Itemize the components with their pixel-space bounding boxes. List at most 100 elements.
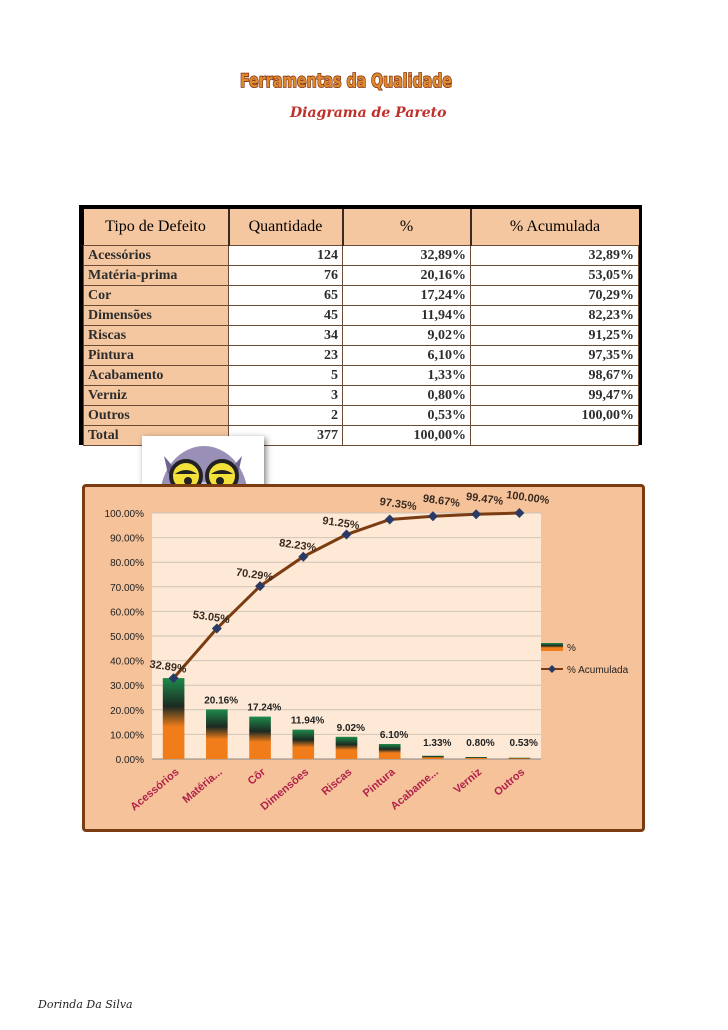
cumulative-marker [298,551,309,562]
col-header-quantidade: Quantidade [228,209,344,246]
bar-data-label: 20.16% [204,695,238,706]
bar [508,757,531,759]
cell-quantidade: 45 [228,305,343,326]
bar [249,716,271,759]
legend-marker-line [548,665,556,673]
cell-tipo: Dimensões [83,305,229,326]
bar [465,757,487,759]
cumulative-marker [514,508,525,518]
col-header-acumulada: % Acumulada [470,209,639,246]
cumulative-marker [211,623,222,634]
bar-data-label: 0.80% [466,738,494,749]
bar [292,729,315,759]
table-row: Outros 2 0,53% 100,00% [83,405,639,426]
cell-acumulada: 53,05% [470,265,639,286]
cell-tipo: Cor [83,285,229,306]
table-row: Acabamento 5 1,33% 98,67% [83,365,639,386]
x-category-label: Outros [492,766,527,798]
y-tick-label: 80.00% [110,558,144,569]
col-header-percent: % [342,209,472,246]
bar [162,678,185,759]
cell-percent: 100,00% [342,425,471,446]
x-category-label: Acabame... [389,766,441,813]
table-row: Riscas 34 9,02% 91,25% [83,325,639,346]
cumulative-data-label: 97.35% [379,496,418,513]
bar [378,743,401,759]
cell-tipo: Verniz [83,385,229,406]
cell-percent: 32,89% [342,245,471,266]
cumulative-data-label: 53.05% [192,609,231,626]
table-row: Dimensões 45 11,94% 82,23% [83,305,639,326]
cell-acumulada: 91,25% [470,325,639,346]
cumulative-data-label: 100.00% [505,489,550,507]
y-tick-label: 60.00% [110,607,144,618]
cumulative-data-label: 70.29% [235,567,274,584]
cell-tipo: Matéria-prima [83,265,229,286]
cell-acumulada: 32,89% [470,245,639,266]
wordart-title-text: Ferramentas da Qualidade [240,70,452,92]
x-category-label: Côr [246,766,269,788]
cell-quantidade: 124 [228,245,343,266]
col-header-tipo: Tipo de Defeito [83,209,230,246]
x-category-label: Acessórios [128,766,181,813]
y-tick-label: 70.00% [110,583,144,594]
cumulative-data-label: 99.47% [465,491,504,508]
bar-data-label: 9.02% [337,723,365,734]
y-tick-label: 90.00% [110,534,144,545]
cell-quantidade: 2 [228,405,343,426]
x-category-label: Matéria... [181,766,225,806]
cell-quantidade: 76 [228,265,343,286]
cumulative-data-label: 32.89% [149,659,188,676]
cell-percent: 9,02% [342,325,471,346]
y-tick-label: 0.00% [116,755,144,766]
cumulative-data-label: 91.25% [322,515,361,532]
bar [422,755,444,759]
table-row: Pintura 23 6,10% 97,35% [83,345,639,366]
table-row: Matéria-prima 76 20,16% 53,05% [83,265,639,286]
cumulative-marker [384,514,395,525]
bar-data-label: 1.33% [423,738,451,749]
cell-acumulada: 82,23% [470,305,639,326]
cell-percent: 20,16% [342,265,471,286]
cell-acumulada: 100,00% [470,405,639,426]
y-tick-label: 30.00% [110,681,144,692]
y-tick-label: 100.00% [105,509,145,520]
cell-quantidade: 23 [228,345,343,366]
cell-tipo: Acabamento [83,365,229,386]
x-category-label: Riscas [320,766,355,798]
cell-acumulada: 99,47% [470,385,639,406]
legend-label-bar: % [567,643,576,654]
cell-percent: 0,80% [342,385,471,406]
cumulative-marker [471,509,482,520]
cell-tipo: Acessórios [83,245,229,266]
author-name: Dorinda Da Silva [38,998,133,1011]
legend-swatch-bar [541,643,563,651]
data-table: Tipo de Defeito Quantidade % % Acumulada… [83,209,639,446]
page-subtitle: Diagrama de Pareto [290,105,447,121]
cell-percent: 17,24% [342,285,471,306]
table-header-row: Tipo de Defeito Quantidade % % Acumulada [83,209,639,246]
legend-label-line: % Acumulada [567,665,629,676]
bar-data-label: 17.24% [247,703,281,714]
pareto-table: Tipo de Defeito Quantidade % % Acumulada… [79,205,642,446]
cell-percent: 0,53% [342,405,471,426]
bar [335,736,358,759]
cumulative-marker [341,529,352,540]
cumulative-data-label: 98.67% [422,493,461,510]
bar-data-label: 11.94% [291,716,324,727]
cell-acumulada: 98,67% [470,365,639,386]
y-tick-label: 10.00% [110,730,144,741]
cumulative-data-label: 82.23% [278,537,317,554]
bar-data-label: 0.53% [510,738,538,749]
cell-tipo: Pintura [83,345,229,366]
table-row: Acessórios 124 32,89% 32,89% [83,245,639,266]
x-category-label: Dimensões [259,766,312,813]
wordart-title: Ferramentas da Qualidade [239,69,453,93]
cell-percent: 1,33% [342,365,471,386]
cell-acumulada: 70,29% [470,285,639,306]
cell-acumulada [470,425,639,446]
y-tick-label: 20.00% [110,706,144,717]
cell-tipo: Outros [83,405,229,426]
cell-quantidade: 34 [228,325,343,346]
x-category-label: Pintura [361,766,398,800]
